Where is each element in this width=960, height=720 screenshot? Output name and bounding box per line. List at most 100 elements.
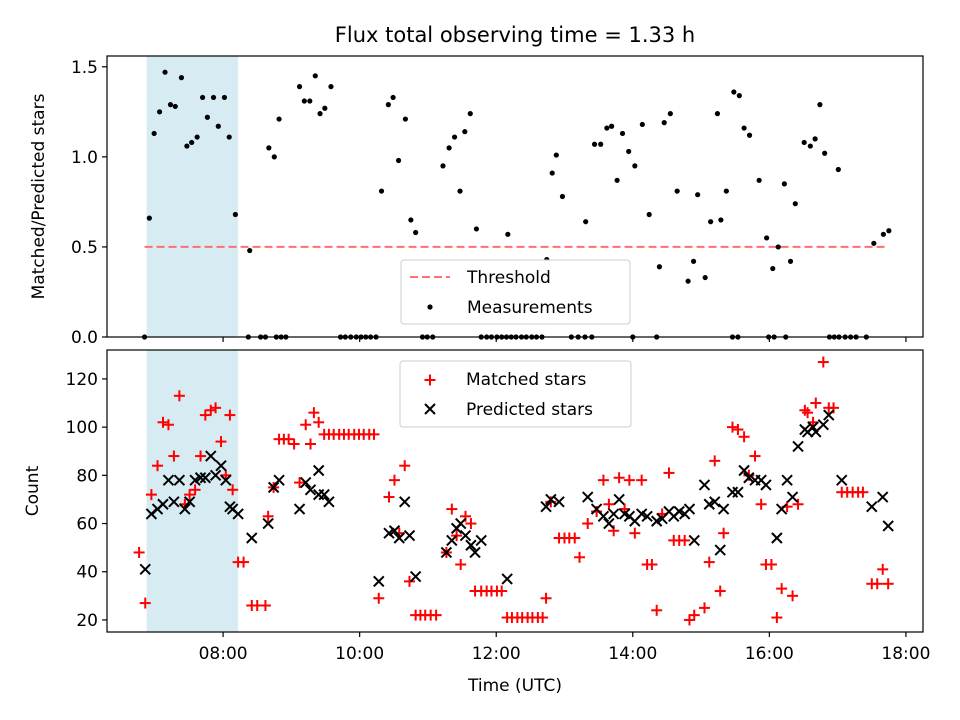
measurement-point: [731, 89, 737, 95]
matched-star-point: [399, 460, 411, 472]
measurement-point: [787, 258, 794, 264]
predicted-star-point: [232, 508, 244, 520]
predicted-star-point: [698, 479, 711, 491]
matched-star-point: [133, 546, 145, 558]
measurement-point: [221, 94, 228, 101]
predicted-star-point: [399, 496, 411, 508]
predicted-star-point: [792, 440, 804, 453]
matched-star-point: [304, 438, 316, 450]
measurement-point: [775, 244, 781, 250]
measurement-point: [807, 143, 813, 149]
predicted-star-point: [318, 488, 330, 501]
predicted-star-point: [786, 491, 799, 503]
predicted-star-point: [732, 486, 744, 498]
predicted-star-point: [262, 517, 274, 530]
top-y-tick-label: 1.5: [71, 58, 98, 78]
matched-star-point: [787, 590, 799, 602]
matched-star-point: [173, 390, 185, 402]
matched-star-point: [283, 433, 295, 445]
predicted-star-point: [743, 472, 755, 484]
predicted-legend-marker: [424, 403, 436, 415]
predicted-star-point: [403, 529, 416, 542]
predicted-star-point: [597, 510, 610, 523]
x-axis-label: Time (UTC): [467, 676, 562, 696]
matched-star-point: [603, 498, 615, 510]
matched-star-point: [776, 583, 788, 595]
measurements-legend-swatch: [427, 304, 433, 310]
predicted-star-point: [209, 469, 222, 482]
measurement-point: [446, 145, 452, 151]
predicted-star-point: [194, 472, 207, 484]
matched-star-point: [732, 424, 744, 436]
predicted-star-point: [304, 484, 317, 496]
measurement-point: [322, 105, 328, 111]
matched-star-point: [802, 407, 814, 419]
matched-star-point: [651, 604, 663, 616]
predicted-star-point: [409, 570, 422, 583]
measurement-point: [301, 98, 307, 104]
predicted-star-point: [323, 496, 335, 508]
measurement-point: [167, 102, 174, 108]
predicted-star-point: [475, 534, 487, 547]
predicted-star-point: [440, 546, 453, 559]
predicted-star-point: [469, 546, 481, 559]
matched-star-point: [877, 563, 889, 575]
top-y-tick-label: 0.5: [71, 238, 98, 258]
predicted-star-point: [501, 573, 513, 585]
measurement-point: [505, 231, 511, 237]
bottom-y-tick-label: 120: [66, 370, 98, 390]
predicted-star-point: [540, 500, 552, 513]
matched-star-point: [755, 498, 767, 510]
matched-star-point: [383, 491, 395, 503]
measurement-point: [880, 231, 886, 237]
measurement-point: [189, 139, 195, 146]
matched-star-point: [629, 527, 641, 539]
measurement-point: [194, 134, 200, 140]
predicted-star-point: [775, 503, 788, 515]
predicted-star-point: [641, 510, 653, 523]
measurement-point: [328, 84, 334, 90]
measurement-point: [467, 111, 473, 117]
matched-star-point: [646, 559, 658, 571]
predicted-star-point: [553, 496, 565, 508]
measurement-point: [395, 157, 402, 164]
predicted-star-point: [465, 539, 477, 551]
predicted-star-point: [709, 496, 721, 508]
matched-star-point: [817, 356, 829, 368]
measurement-point: [598, 141, 604, 147]
measurement-point: [307, 98, 313, 104]
measurement-point: [583, 219, 589, 225]
predicted-star-point: [246, 532, 258, 544]
predicted-star-point: [459, 529, 472, 542]
measurement-point: [402, 116, 409, 122]
measurement-point: [178, 75, 185, 81]
measurement-point: [559, 193, 566, 200]
bottom-x-tick-label: 16:00: [745, 644, 794, 664]
matched-stars-points: [133, 356, 894, 626]
predicted-star-point: [455, 517, 467, 530]
matched-star-point: [749, 450, 761, 462]
matched-star-point: [613, 472, 625, 484]
measurement-point: [702, 274, 708, 281]
measurement-point: [817, 102, 823, 108]
measurement-point: [172, 103, 178, 110]
matched-star-point: [709, 455, 721, 467]
measurement-point: [440, 163, 446, 169]
predicted-star-point: [714, 544, 726, 556]
measurement-point: [553, 152, 559, 158]
measurement-point: [736, 93, 742, 99]
predicted-star-point: [162, 474, 175, 486]
top-y-tick-label: 1.0: [71, 148, 98, 168]
measurement-point: [619, 130, 626, 137]
measurement-point: [215, 123, 221, 129]
predicted-star-point: [582, 491, 594, 503]
matched-star-point: [871, 578, 883, 590]
top-panel: 0.0 0.5 1.0 1.5 Matched/Predicted stars Thr…: [29, 55, 924, 348]
predicted-star-point: [781, 474, 793, 486]
predicted-star-point: [220, 474, 232, 486]
predicted-star-point: [545, 493, 557, 506]
bottom-shaded-region: [146, 350, 239, 632]
measurement-point: [714, 111, 721, 117]
matched-star-point: [540, 592, 552, 604]
matched-star-point: [288, 438, 300, 450]
